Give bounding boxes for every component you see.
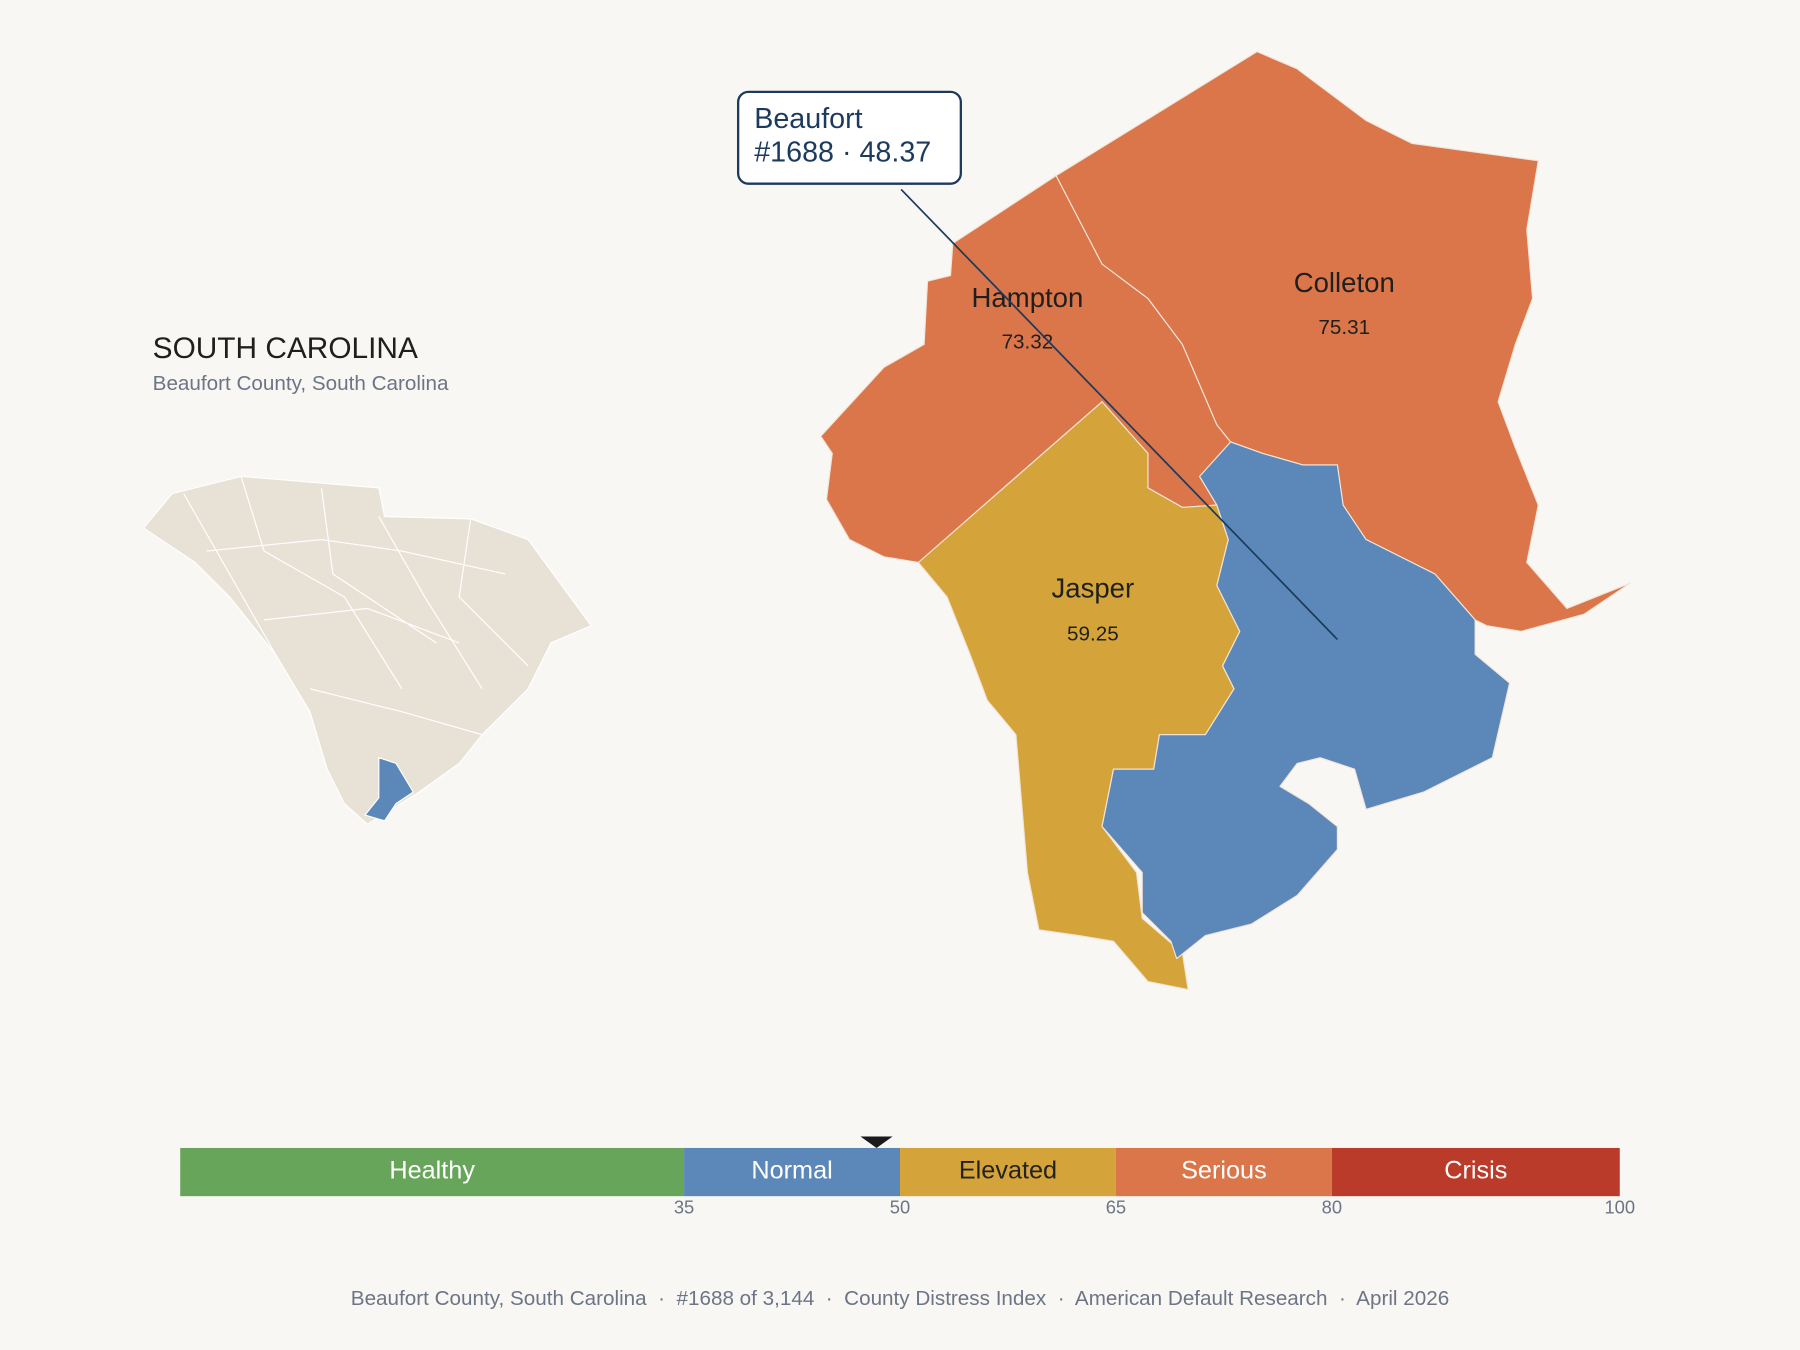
callout: Beaufort #1688 · 48.37 — [736, 90, 1338, 641]
callout-box — [736, 90, 962, 185]
subtitle: Beaufort County, South Carolina — [153, 372, 449, 395]
callout-line: #1688 · 48.37 — [754, 136, 931, 168]
scale-band-label: Serious — [1181, 1157, 1267, 1185]
scale-tick-label: 80 — [1322, 1197, 1342, 1218]
scale-tick-label: 65 — [1106, 1197, 1126, 1218]
footer: Beaufort County, South Carolina · #1688 … — [351, 1287, 1449, 1310]
county-score: 73.32 — [1002, 331, 1054, 354]
scale-band — [684, 1147, 900, 1197]
county-name: Jasper — [1052, 572, 1135, 603]
county-name: Hampton — [972, 282, 1084, 313]
county-shape-selected — [1101, 441, 1511, 960]
scale-band-label: Healthy — [389, 1157, 475, 1185]
scale-marker — [860, 1136, 893, 1148]
county-score: 59.25 — [1067, 622, 1119, 645]
title: SOUTH CAROLINA — [153, 332, 418, 365]
distress-scale: Healthy Normal Elevated Serious Crisis 35 50 65… — [180, 1136, 1635, 1218]
scale-band-label: Elevated — [959, 1157, 1057, 1185]
scale-tick-label: 100 — [1604, 1197, 1635, 1218]
county-borders — [183, 476, 529, 736]
scale-tick-label: 50 — [890, 1197, 910, 1218]
county-map: Hampton 73.32 Colleton 75.31 Jasper 59.2… — [820, 51, 1631, 991]
scale-band — [180, 1147, 685, 1197]
county-name: Colleton — [1294, 267, 1395, 298]
scale-band-label: Crisis — [1444, 1157, 1507, 1185]
scale-band — [900, 1147, 1116, 1197]
scale-band — [1331, 1147, 1620, 1197]
callout-leader — [900, 188, 1338, 641]
inset-map — [142, 475, 593, 825]
scale-band-label: Normal — [751, 1157, 832, 1185]
callout-line: Beaufort — [754, 103, 862, 135]
scale-tick-label: 35 — [674, 1197, 694, 1218]
inset-highlight — [364, 756, 415, 822]
county-score: 75.31 — [1318, 316, 1370, 339]
state-shape — [142, 475, 593, 825]
scale-band — [1115, 1147, 1332, 1197]
